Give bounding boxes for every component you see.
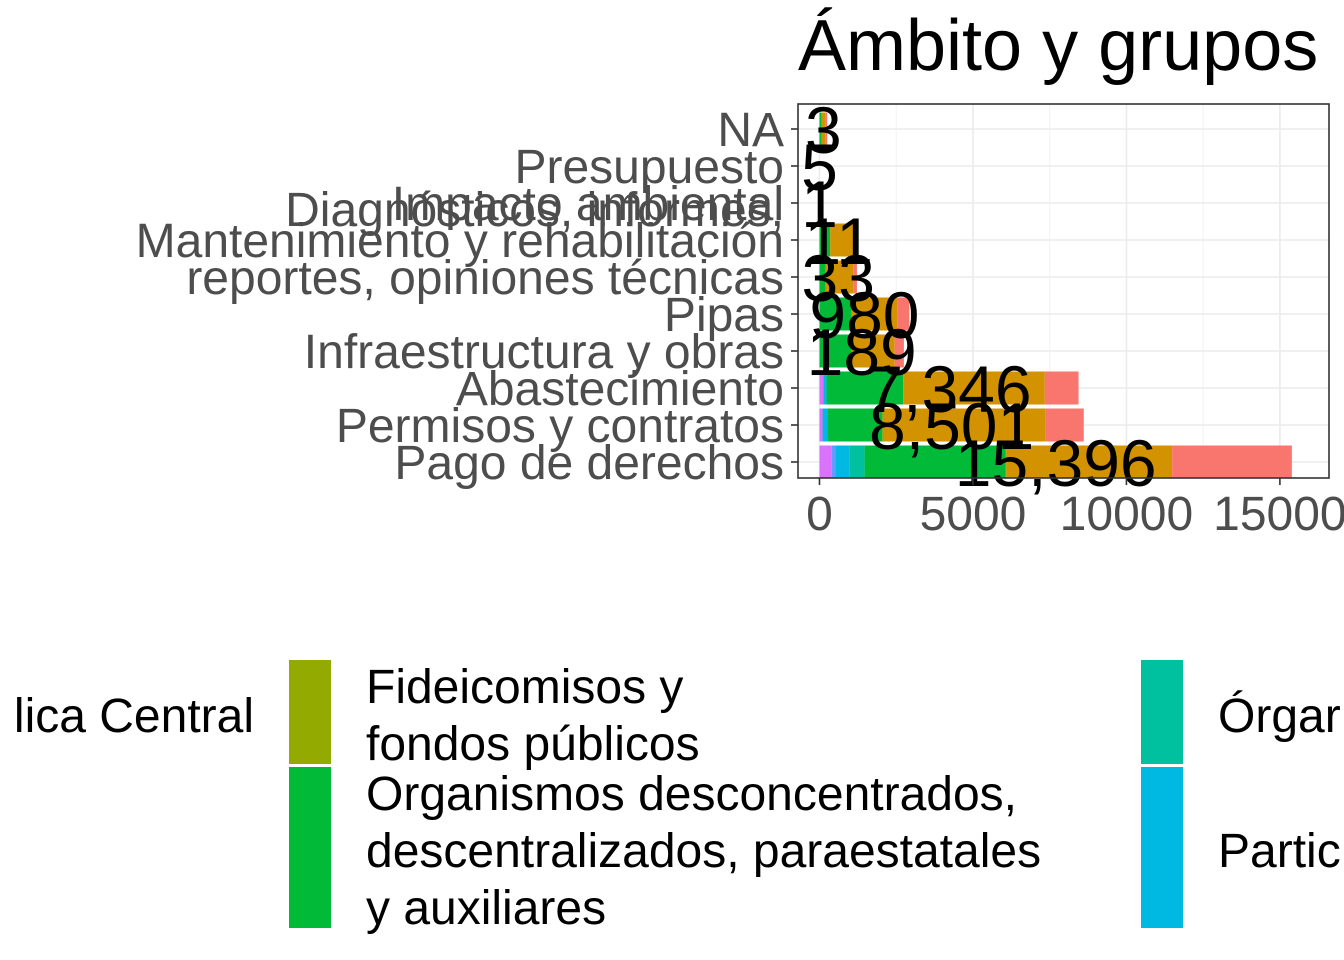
chart-title: Ámbito y grupos: [798, 6, 1318, 86]
y-tick-label: Presupuesto: [514, 141, 784, 194]
y-tick-label: Infraestructura y obras: [304, 326, 784, 379]
bar-total-label: 189: [807, 315, 917, 389]
bar-segment: [853, 223, 858, 257]
bar-segment: [1044, 371, 1079, 405]
legend-key: [289, 767, 331, 928]
bar-segment: [882, 408, 1046, 442]
bar-segment: [851, 334, 895, 368]
bar-segment: [823, 371, 827, 405]
bar-segment: [819, 334, 852, 368]
legend: lica Central Fideicomisos y fondos público…: [14, 660, 1341, 935]
y-tick-label: Pipas: [664, 289, 784, 342]
bar-segment: [819, 297, 852, 331]
y-tick-label: Pago de derechos: [394, 437, 784, 490]
bar-segment: [819, 260, 826, 294]
bar-segment: [819, 223, 831, 257]
bar-segment: [1006, 445, 1173, 479]
legend-label: Fideicomisos y fondos públicos: [366, 661, 700, 771]
legend-key: [289, 660, 331, 764]
bar-total-label: 1: [801, 167, 838, 241]
bar-total-label: 7,346: [866, 352, 1031, 426]
bar-segment: [825, 260, 854, 294]
bar-segment: [830, 223, 854, 257]
bar-total-label: 11: [804, 204, 873, 278]
bar-segment: [903, 371, 1045, 405]
y-tick-label: Abastecimiento: [456, 363, 784, 416]
bar-segment: [822, 408, 828, 442]
bar-segment: [849, 445, 865, 479]
x-tick-label: 0: [806, 488, 833, 541]
bar-segment: [851, 297, 898, 331]
y-tick-label: Diagnósticos, informes, reportes, opinion…: [186, 184, 784, 305]
y-tick-label: NA: [717, 104, 784, 157]
bar-segment: [894, 334, 904, 368]
legend-label: Órgar: [1218, 689, 1341, 743]
legend-key: [1141, 767, 1183, 928]
bar-total-label: 15,396: [955, 426, 1157, 500]
bar-total-label: 8,501: [869, 389, 1034, 463]
bar-segment: [864, 445, 1006, 479]
x-tick-label: 10000: [1060, 488, 1193, 541]
bar-segment: [853, 260, 857, 294]
bar-total-label: 33: [801, 241, 874, 315]
legend-label: lica Central: [14, 690, 254, 743]
bar-segment: [826, 371, 904, 405]
bar-total-label: 980: [809, 278, 919, 352]
bar-segment: [819, 408, 823, 442]
x-tick-label: 15000: [1213, 488, 1344, 541]
plot-border: [797, 103, 1330, 479]
bar-segment: [1045, 408, 1084, 442]
legend-key: [1141, 660, 1183, 764]
bar-segment: [821, 112, 826, 146]
bar-segment: [903, 371, 904, 405]
legend-label: Partic: [1218, 825, 1341, 878]
y-tick-label: Mantenimiento y rehabilitación: [136, 215, 784, 268]
bar-segment: [831, 445, 836, 479]
bar-segment: [825, 112, 828, 146]
y-tick-label: Impacto ambiental: [392, 178, 784, 231]
bar-segment: [819, 371, 824, 405]
legend-label: Organismos desconcentrados, descentraliza…: [366, 768, 1041, 935]
x-tick-label: 5000: [920, 488, 1027, 541]
bar-segment: [819, 112, 822, 146]
bar-segment: [897, 297, 910, 331]
bar-segment: [1172, 445, 1292, 479]
bar-segment: [882, 408, 883, 442]
bar-segment: [1005, 445, 1007, 479]
bar-segment: [819, 445, 832, 479]
bar-total-label: 5: [801, 130, 838, 204]
bar-segment: [835, 445, 850, 479]
bar-total-label: 3: [805, 93, 842, 167]
y-tick-label: Permisos y contratos: [336, 400, 784, 453]
bar-segment: [827, 408, 883, 442]
